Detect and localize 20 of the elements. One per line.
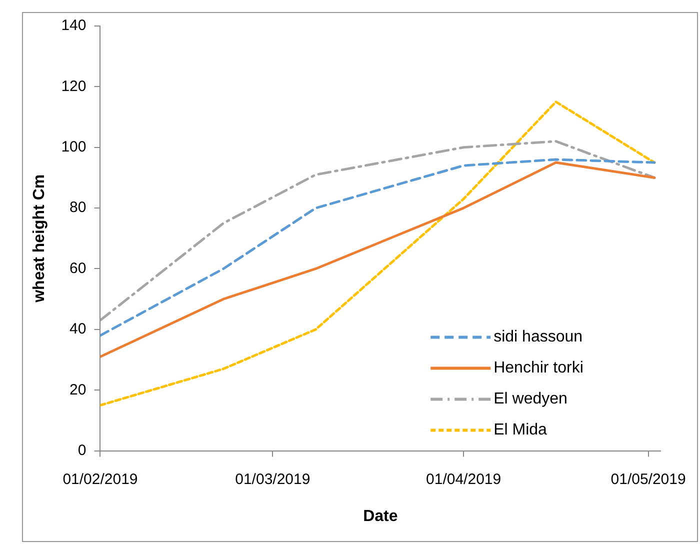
- y-tick-label: 80: [70, 199, 86, 216]
- line-series: [100, 100, 656, 407]
- y-tick-label: 40: [70, 320, 86, 338]
- legend-label: Henchir torki: [494, 360, 584, 377]
- x-tick-label: 01/05/2019: [610, 470, 686, 488]
- x-tick-label: 01/02/2019: [62, 470, 138, 488]
- x-axis-title: Date: [363, 508, 398, 525]
- line-series: [100, 140, 656, 322]
- legend-label: El Mida: [494, 422, 548, 439]
- x-tick-label: 01/04/2019: [426, 470, 502, 488]
- y-tick-label: 0: [78, 442, 86, 459]
- y-axis-title: wheat height Cm: [31, 174, 48, 304]
- legend-label: sidi hassoun: [494, 328, 583, 346]
- y-tick-label: 20: [70, 381, 86, 398]
- legend-label: El wedyen: [494, 390, 568, 408]
- y-tick-label: 140: [61, 17, 86, 34]
- x-tick-label: 01/03/2019: [235, 470, 310, 488]
- y-tick-label: 100: [61, 138, 86, 156]
- y-tick-label: 120: [61, 78, 86, 95]
- y-tick-label: 60: [70, 260, 86, 277]
